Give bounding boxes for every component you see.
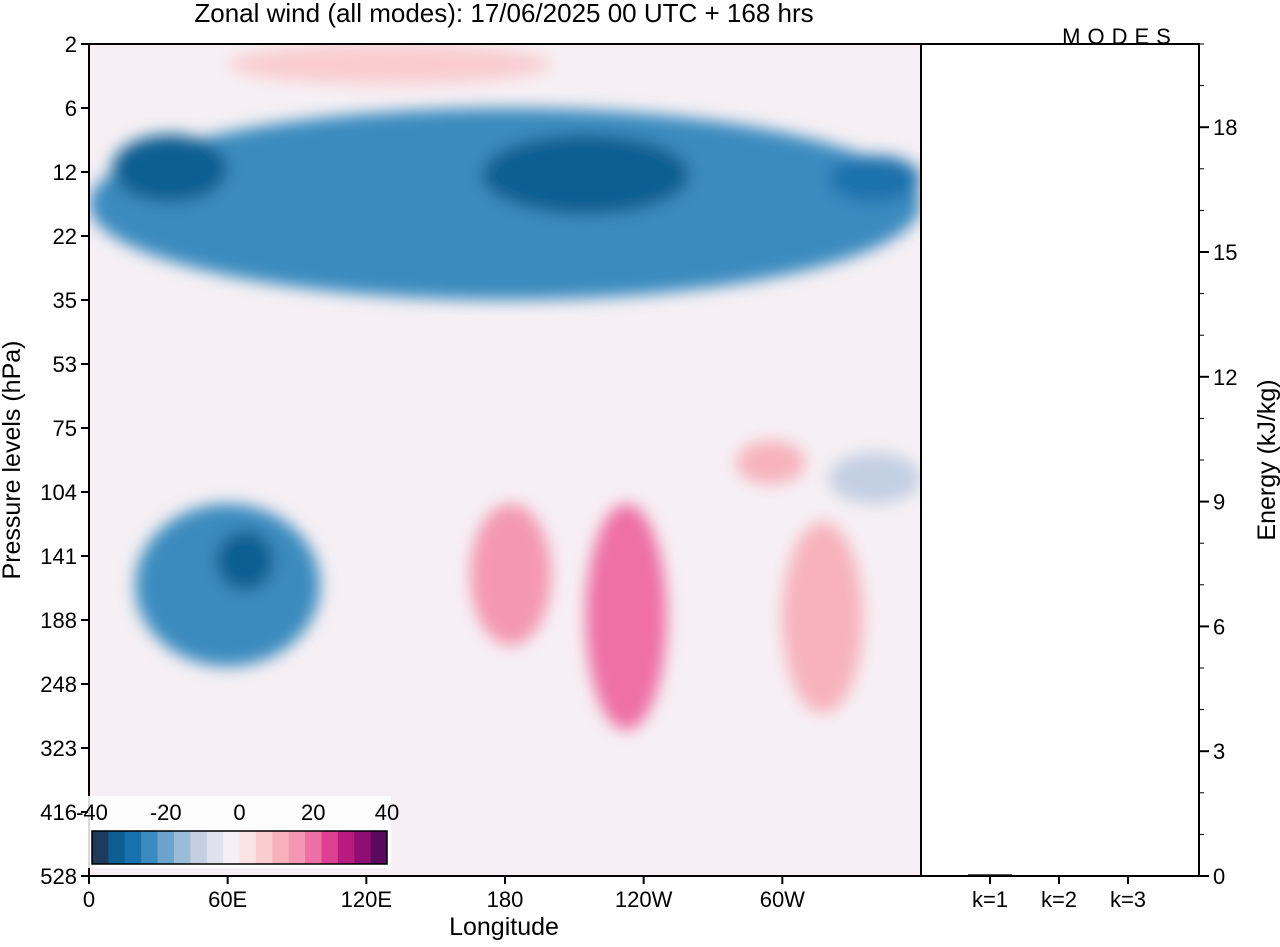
y-tick-label: 323 — [40, 736, 77, 761]
energy-bar-k=1 — [968, 874, 1012, 876]
heatmap-region-9 — [782, 522, 864, 714]
colorbar-swatch — [272, 831, 290, 864]
heatmap-region-7 — [470, 503, 552, 646]
heatmap-region-1 — [112, 134, 228, 203]
heatmap-region-11 — [828, 452, 921, 504]
bar-category-label: k=3 — [1110, 887, 1146, 912]
y-tick-label: 141 — [40, 544, 77, 569]
colorbar-swatch — [239, 831, 257, 864]
colorbar-swatch — [223, 831, 240, 864]
y-tick-label: 22 — [53, 224, 77, 249]
x-tick-label: 60E — [208, 887, 247, 912]
longitude-axis: 0 60E 120E 180 120W 60W — [83, 876, 805, 912]
y-tick-label: 6 — [65, 96, 77, 121]
y-tick-label: 12 — [53, 160, 77, 185]
energy-bar-k=3 — [1106, 875, 1150, 877]
colorbar-swatch — [354, 831, 372, 864]
colorbar-swatch — [108, 831, 126, 864]
energy-tick-label: 0 — [1213, 864, 1225, 889]
bar-category-label: k=1 — [972, 887, 1008, 912]
y-tick-label: 75 — [53, 416, 77, 441]
colorbar-label: 0 — [233, 800, 245, 825]
y-tick-label: 104 — [40, 480, 77, 505]
colorbar-swatch — [288, 831, 306, 864]
x-axis-label: Longitude — [449, 913, 559, 941]
x-tick-label: 60W — [760, 887, 805, 912]
colorbar-label: 20 — [301, 800, 325, 825]
colorbar-swatch — [337, 831, 355, 864]
colorbar-swatch — [370, 831, 388, 864]
colorbar-label: -40 — [76, 800, 108, 825]
colorbar-frame — [91, 830, 388, 865]
heatmap-region-5 — [135, 503, 321, 667]
y-tick-label: 528 — [40, 864, 77, 889]
heatmap-region-6 — [216, 530, 274, 591]
energy-tick-label: 15 — [1213, 240, 1237, 265]
heatmap-region-3 — [828, 155, 921, 203]
colorbar: -40 -20 0 20 40 — [76, 796, 399, 868]
y-tick-label: 35 — [53, 288, 77, 313]
heatmap-region-0 — [89, 108, 921, 300]
y-tick-label: 188 — [40, 608, 77, 633]
energy-panel-frame — [920, 43, 1200, 877]
energy-tick-label: 9 — [1213, 490, 1225, 515]
colorbar-swatch — [255, 831, 273, 864]
pressure-axis: 2 6 12 22 35 53 75 104 141 188 248 323 416 528 — [40, 32, 89, 889]
y-tick-label: 53 — [53, 352, 77, 377]
colorbar-swatch — [173, 831, 191, 864]
y-axis-label: Pressure levels (hPa) — [0, 341, 26, 580]
energy-tick-label: 18 — [1213, 115, 1237, 140]
colorbar-swatch — [321, 831, 339, 864]
energy-tick-label: 3 — [1213, 739, 1225, 764]
colorbar-swatch — [92, 831, 109, 864]
x-tick-label: 0 — [83, 887, 95, 912]
energy-bar-k=2 — [1037, 875, 1081, 877]
colorbar-swatch — [190, 831, 208, 864]
heatmap-field — [89, 44, 921, 876]
bar-category-label: k=2 — [1041, 887, 1077, 912]
x-tick-label: 180 — [487, 887, 524, 912]
heatmap-region-2 — [481, 134, 690, 215]
y-tick-label: 416 — [40, 800, 77, 825]
colorbar-swatch — [305, 831, 322, 864]
chart-title: Zonal wind (all modes): 17/06/2025 00 UT… — [194, 0, 813, 28]
energy-axis: 0 3 6 9 12 15 18 — [1199, 43, 1237, 889]
y-tick-label: 2 — [65, 32, 77, 57]
colorbar-label: 40 — [375, 800, 399, 825]
energy-axis-label: Energy (kJ/kg) — [1253, 379, 1280, 540]
energy-bars: k=1 k=2 k=3 — [968, 874, 1150, 912]
energy-tick-label: 6 — [1213, 614, 1225, 639]
colorbar-swatch — [206, 831, 224, 864]
y-tick-label: 248 — [40, 672, 77, 697]
colorbar-label: -20 — [150, 800, 182, 825]
colorbar-swatch — [157, 831, 175, 864]
x-tick-label: 120E — [341, 887, 392, 912]
heatmap-region-8 — [585, 503, 667, 731]
x-tick-label: 120W — [615, 887, 673, 912]
colorbar-swatch — [141, 831, 159, 864]
colorbar-swatch — [124, 831, 142, 864]
heatmap-region-4 — [227, 44, 552, 85]
heatmap-region-10 — [736, 440, 806, 485]
energy-tick-label: 12 — [1213, 365, 1237, 390]
